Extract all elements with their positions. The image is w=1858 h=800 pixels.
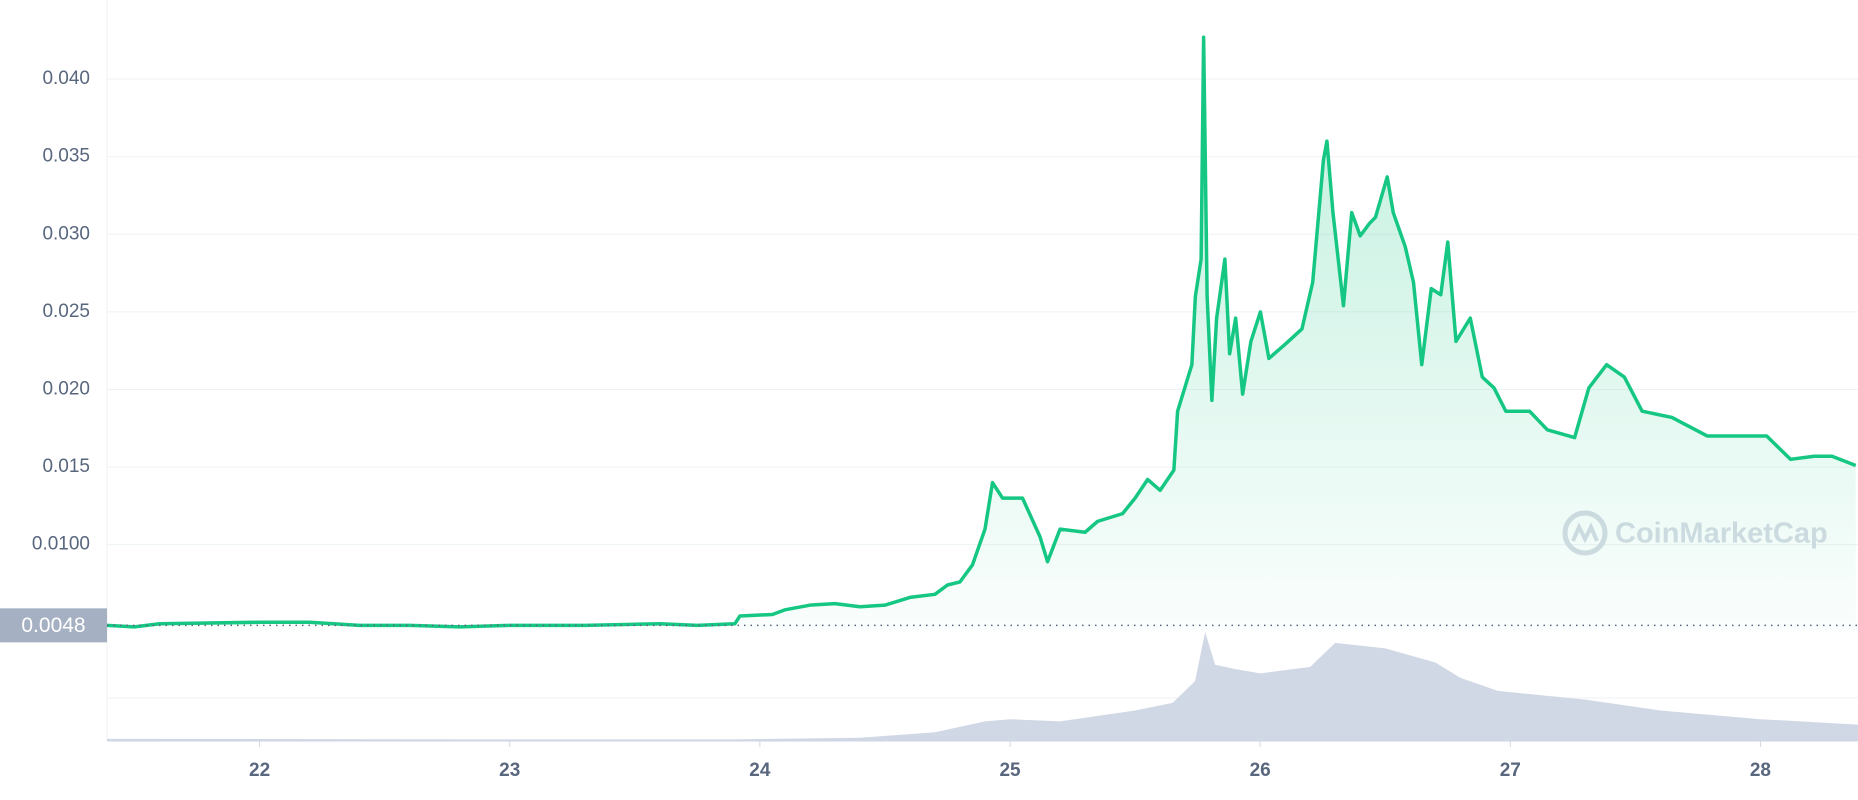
volume-area	[107, 632, 1858, 741]
current-price-box	[0, 608, 107, 643]
current-price-label: 0.0048	[21, 614, 85, 637]
y-tick-label: 0.040	[42, 68, 90, 89]
x-tick-label: 24	[749, 760, 771, 781]
x-tick-label: 28	[1750, 760, 1771, 781]
y-tick-label: 0.030	[42, 223, 90, 244]
x-tick-label: 22	[249, 760, 270, 781]
y-tick-label: 0.020	[42, 378, 90, 399]
price-line	[106, 35, 1857, 629]
x-tick-label: 25	[999, 760, 1021, 781]
x-tick-label: 26	[1250, 760, 1271, 781]
y-tick-label: 0.025	[42, 301, 90, 322]
y-tick-label: 0.035	[42, 146, 90, 167]
x-tick-label: 23	[499, 760, 520, 781]
x-tick-label: 27	[1500, 760, 1521, 781]
price-area	[107, 37, 1856, 630]
y-tick-label: 0.015	[42, 456, 90, 477]
y-tick-label: 0.0100	[32, 534, 90, 555]
